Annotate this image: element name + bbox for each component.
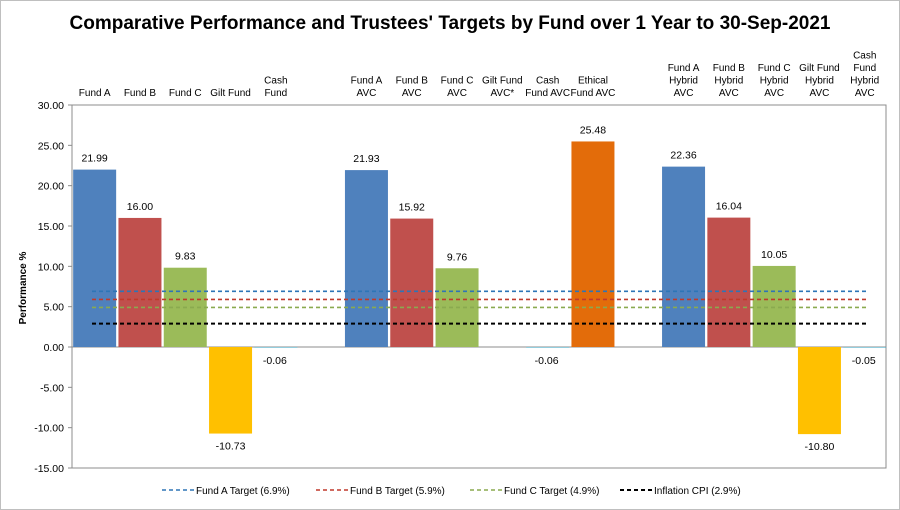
y-tick-label: 10.00 — [38, 261, 64, 273]
category-label: Hybrid — [714, 76, 743, 87]
y-tick-label: -10.00 — [34, 423, 64, 435]
y-tick-label: 20.00 — [38, 181, 64, 193]
y-tick-label: 0.00 — [44, 342, 65, 354]
data-label: 22.36 — [670, 150, 696, 162]
data-label: 21.93 — [353, 153, 379, 165]
y-axis-title: Performance % — [18, 251, 29, 324]
legend-entry: Inflation CPI (2.9%) — [654, 486, 741, 497]
category-label: Hybrid — [760, 76, 789, 87]
bar — [254, 347, 298, 348]
category-label: AVC — [810, 88, 830, 99]
y-tick-label: 5.00 — [44, 302, 65, 314]
bar — [526, 347, 570, 348]
bar — [797, 347, 841, 435]
category-label: Hybrid — [669, 76, 698, 87]
category-label: Fund B — [396, 76, 429, 87]
data-label: -0.06 — [263, 355, 287, 367]
data-label: 21.99 — [82, 153, 108, 165]
category-label: Gilt Fund — [799, 63, 840, 74]
bar — [118, 217, 162, 347]
category-label: Fund A — [79, 88, 111, 99]
plot-border — [71, 104, 887, 469]
legend-entry: Fund C Target (4.9%) — [504, 486, 599, 497]
y-tick-label: 25.00 — [38, 140, 64, 152]
category-label: Fund C — [169, 88, 202, 99]
data-label: 15.92 — [399, 202, 425, 214]
legend: Fund A Target (6.9%) Fund B Target (5.9%)… — [162, 486, 741, 497]
chart-title: Comparative Performance and Trustees' Ta… — [70, 13, 831, 34]
category-label: Gilt Fund — [210, 88, 251, 99]
data-label: -10.73 — [216, 441, 246, 453]
category-label: Fund B — [124, 88, 157, 99]
category-label: Fund A — [351, 76, 383, 87]
category-label: Fund AVC — [525, 88, 570, 99]
bar — [571, 141, 615, 347]
category-label: Hybrid — [805, 76, 834, 87]
data-label: 9.76 — [447, 251, 468, 263]
category-label: AVC — [447, 88, 467, 99]
category-label: Fund C — [758, 63, 791, 74]
data-label: 16.04 — [716, 201, 742, 213]
data-label: -10.80 — [805, 441, 835, 453]
legend-entry: Fund B Target (5.9%) — [350, 486, 445, 497]
bar — [344, 170, 388, 347]
category-label: Fund — [264, 88, 287, 99]
legend-entry: Fund A Target (6.9%) — [196, 486, 290, 497]
category-label: AVC — [855, 88, 875, 99]
category-label: Cash — [853, 51, 876, 62]
bar — [707, 217, 751, 347]
category-label: Cash — [264, 76, 287, 87]
bar — [390, 218, 434, 347]
category-label: AVC — [402, 88, 422, 99]
y-tick-label: -15.00 — [34, 463, 64, 475]
bar — [73, 169, 117, 347]
category-label: Fund A — [668, 63, 700, 74]
category-label: AVC — [719, 88, 739, 99]
data-label: 25.48 — [580, 124, 606, 136]
category-label: Fund B — [713, 63, 746, 74]
category-label: Fund AVC — [571, 88, 616, 99]
data-label: 10.05 — [761, 249, 787, 261]
category-label: Cash — [536, 76, 559, 87]
category-label: Gilt Fund — [482, 76, 523, 87]
data-label: -0.05 — [852, 355, 876, 367]
category-label: AVC* — [490, 88, 514, 99]
data-label: 9.83 — [175, 251, 196, 263]
y-tick-label: -5.00 — [40, 382, 64, 394]
bar — [843, 347, 887, 348]
y-tick-label: 15.00 — [38, 221, 64, 233]
category-label: Fund C — [441, 76, 474, 87]
bar — [752, 265, 796, 347]
bar — [209, 347, 253, 434]
data-label: 16.00 — [127, 201, 153, 213]
plot-area: -15.00 -10.00 -5.00 0.00 5.00 10.00 15.00 20.00… — [34, 51, 887, 475]
category-label: Hybrid — [850, 76, 879, 87]
category-label: AVC — [674, 88, 694, 99]
category-label: Fund — [853, 63, 876, 74]
category-label: Ethical — [578, 76, 608, 87]
bar — [662, 166, 706, 347]
data-label: -0.06 — [535, 355, 559, 367]
category-label: AVC — [357, 88, 377, 99]
y-tick-label: 30.00 — [38, 100, 64, 112]
category-label: AVC — [764, 88, 784, 99]
